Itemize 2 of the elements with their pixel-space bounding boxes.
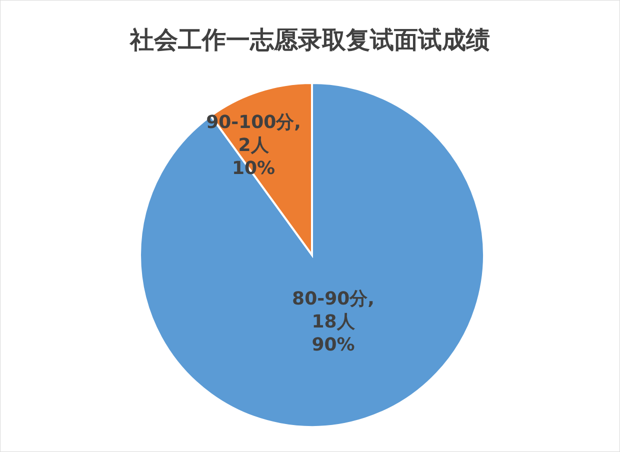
slice-label: 80-90分, 18人 90% <box>292 288 374 356</box>
chart-title: 社会工作一志愿录取复试面试成绩 <box>129 26 490 54</box>
